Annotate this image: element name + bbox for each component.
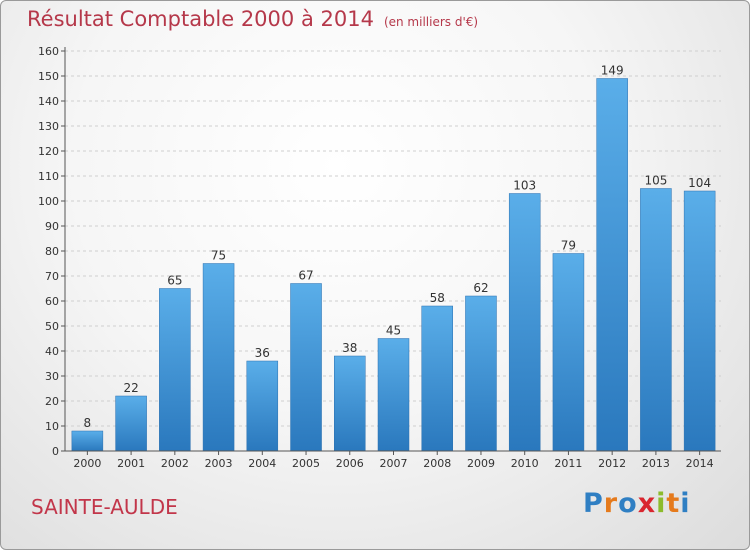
x-tick-label: 2013 — [642, 457, 670, 470]
chart-title: Résultat Comptable 2000 à 2014 — [27, 7, 374, 31]
y-tick-label: 80 — [45, 245, 59, 258]
commune-name: SAINTE-AULDE — [31, 495, 178, 519]
bar — [683, 190, 716, 452]
y-tick-label: 100 — [38, 195, 59, 208]
data-label: 38 — [342, 341, 357, 355]
logo-letter: i — [656, 488, 667, 519]
x-tick-label: 2010 — [511, 457, 539, 470]
x-tick-label: 2006 — [336, 457, 364, 470]
proxiti-logo: Proxiti — [583, 488, 691, 519]
data-label: 8 — [84, 416, 92, 430]
y-tick-label: 150 — [38, 70, 59, 83]
y-tick-label: 140 — [38, 95, 59, 108]
data-label: 75 — [211, 249, 226, 263]
bar — [465, 295, 497, 452]
x-tick-label: 2009 — [467, 457, 495, 470]
bar — [421, 305, 453, 452]
bar — [508, 193, 541, 452]
y-tick-label: 120 — [38, 145, 59, 158]
y-tick-label: 60 — [45, 295, 59, 308]
bar — [290, 283, 322, 452]
bar — [334, 355, 366, 452]
logo-letter: i — [680, 488, 691, 519]
x-tick-label: 2004 — [248, 457, 276, 470]
x-tick-label: 2001 — [117, 457, 145, 470]
y-tick-label: 30 — [45, 370, 59, 383]
data-label: 104 — [688, 176, 711, 190]
data-label: 67 — [298, 269, 313, 283]
x-tick-label: 2003 — [205, 457, 233, 470]
data-label: 36 — [255, 346, 270, 360]
x-tick-label: 2000 — [73, 457, 101, 470]
x-tick-label: 2011 — [554, 457, 582, 470]
data-label: 58 — [430, 291, 445, 305]
bar — [115, 395, 147, 452]
y-tick-label: 0 — [52, 445, 59, 458]
bar — [202, 263, 235, 452]
bar — [159, 288, 191, 452]
data-label: 105 — [644, 174, 667, 188]
logo-letter: x — [637, 488, 657, 519]
y-tick-label: 20 — [45, 395, 59, 408]
data-label: 62 — [473, 281, 488, 295]
x-tick-label: 2008 — [423, 457, 451, 470]
x-tick-label: 2012 — [598, 457, 626, 470]
logo-letter: t — [666, 488, 681, 519]
bar — [246, 360, 279, 452]
y-tick-label: 70 — [45, 270, 59, 283]
x-tick-label: 2014 — [686, 457, 714, 470]
y-tick-label: 130 — [38, 120, 59, 133]
data-label: 22 — [123, 381, 138, 395]
y-tick-label: 90 — [45, 220, 59, 233]
data-label: 45 — [386, 324, 401, 338]
logo-letter: o — [618, 488, 638, 519]
logo-letter: P — [583, 488, 604, 519]
y-tick-label: 50 — [45, 320, 59, 333]
x-tick-label: 2002 — [161, 457, 189, 470]
bar — [377, 338, 410, 452]
y-tick-label: 160 — [38, 45, 59, 58]
chart-header: Résultat Comptable 2000 à 2014 (en millie… — [27, 7, 478, 31]
bar — [640, 188, 672, 452]
logo-letter: r — [603, 488, 619, 519]
data-label: 103 — [513, 179, 536, 193]
data-label: 65 — [167, 274, 182, 288]
y-tick-label: 10 — [45, 420, 59, 433]
x-tick-label: 2005 — [292, 457, 320, 470]
bar — [71, 430, 104, 452]
y-tick-label: 40 — [45, 345, 59, 358]
y-tick-label: 110 — [38, 170, 59, 183]
x-tick-label: 2007 — [380, 457, 408, 470]
data-label: 79 — [561, 239, 576, 253]
chart-subtitle: (en milliers d'€) — [383, 15, 479, 29]
data-label: 149 — [601, 64, 624, 78]
bar — [552, 253, 585, 452]
bar — [596, 78, 628, 452]
